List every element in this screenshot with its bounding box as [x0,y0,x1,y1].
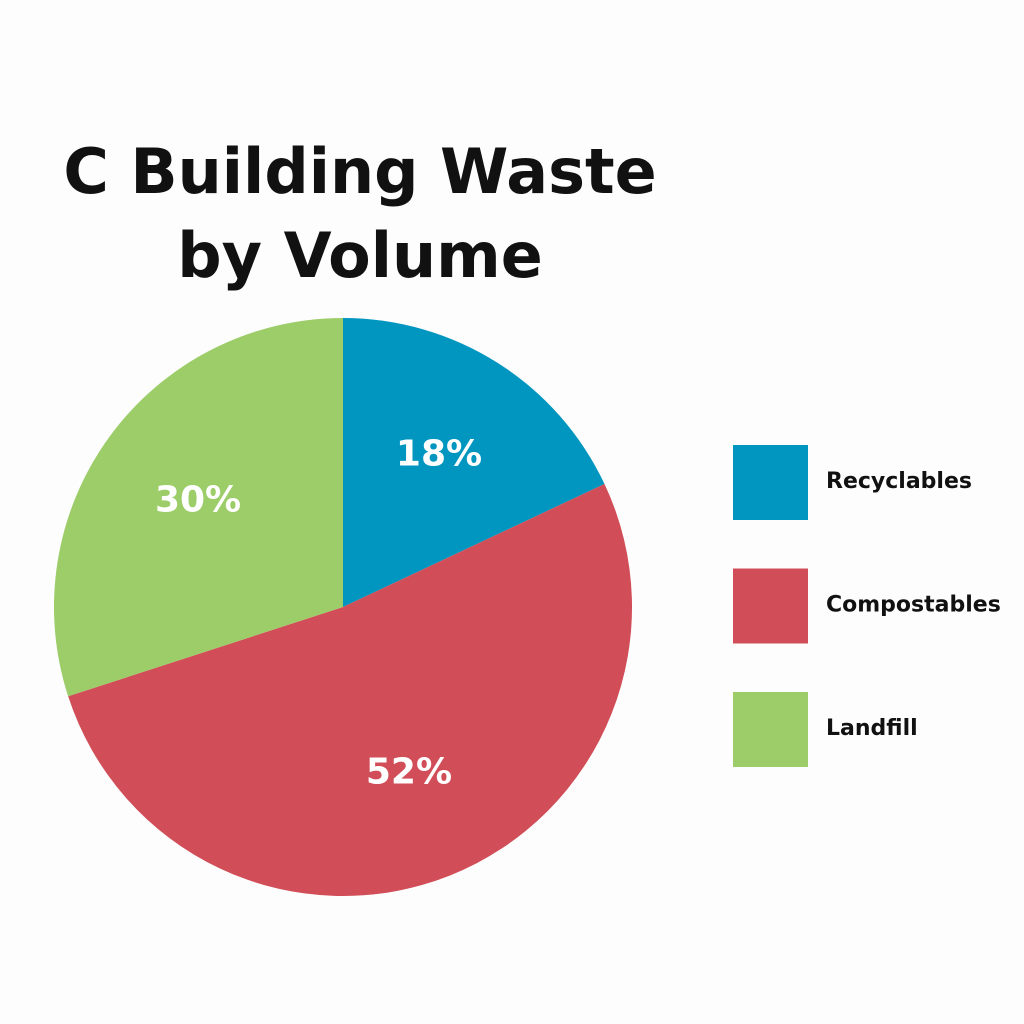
chart-title: C Building Waste by Volume [63,135,657,292]
legend-label: Recyclables [826,469,972,494]
legend-label: Landfill [826,716,918,741]
pie-slice [53,318,344,697]
legend-swatch [733,568,808,644]
legend-label: Compostables [826,593,1001,618]
value-label: 52% [366,752,452,793]
legend-swatch [733,445,808,520]
value-label: 30% [155,480,241,521]
value-label: 18% [396,434,482,475]
pie-slice [343,318,605,607]
legend-swatch [733,692,808,767]
pie-slice [68,483,633,897]
